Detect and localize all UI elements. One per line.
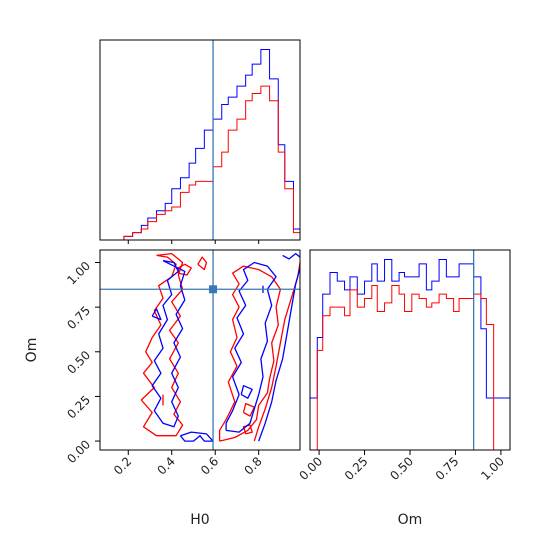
contour-1-5 [240,385,253,399]
om-histogram-frame [309,249,511,451]
contour-0-1 [218,265,282,442]
h0-tick-label-2: 0.6 [198,454,221,477]
h0-tick-label-3: 0.8 [241,454,264,477]
x-axis-label-om: Om [398,512,423,528]
contour-0-3 [177,263,192,276]
om-histogram-panel: 0.00 0.25 0.50 0.75 1.00 Om [296,249,511,528]
h0-histogram-panel [99,39,301,244]
contour-1-3 [151,308,162,321]
contour-1-1 [225,261,277,433]
om-tick-label-3: 0.75 [64,303,93,332]
contour-1-4 [179,431,214,442]
contour-0-5 [242,424,253,435]
om-hist-series-1-step [310,284,510,450]
om-tick-label-0: 0.00 [64,437,93,466]
om-tick-label-2: 0.50 [64,348,93,377]
truth-point [209,285,218,294]
x-axis-label-h0: H0 [190,512,209,528]
h0-tick-label-1: 0.4 [154,454,177,477]
om-hist-tick-label-3: 0.75 [433,454,462,483]
om-tick-label-4: 1.00 [64,259,93,288]
om-tick-label-1: 0.25 [64,393,93,422]
om-hist-tick-label-2: 0.50 [387,454,416,483]
joint-contour-panel: 0.2 0.4 0.6 0.8 0.00 0.25 0.50 0.75 1.00 H0 Om [24,249,301,528]
h0-hist-series-0-step [100,49,300,240]
h0-tick-label-0: 0.2 [111,454,134,477]
contour-0-0 [140,252,184,437]
y-axis-label-om: Om [24,338,40,363]
joint-frame [99,249,301,451]
om-hist-tick-label-1: 0.25 [342,454,371,483]
h0-histogram-frame [99,39,301,241]
om-hist-tick-label-4: 1.00 [478,454,507,483]
contour-1-6 [282,252,300,260]
h0-hist-series-1-step [100,85,300,240]
om-hist-tick-label-0: 0.00 [296,454,325,483]
contour-0-4 [197,256,208,271]
contour-1-2 [258,267,300,442]
om-hist-series-0-step [310,259,510,450]
contour-1-0 [151,260,186,428]
